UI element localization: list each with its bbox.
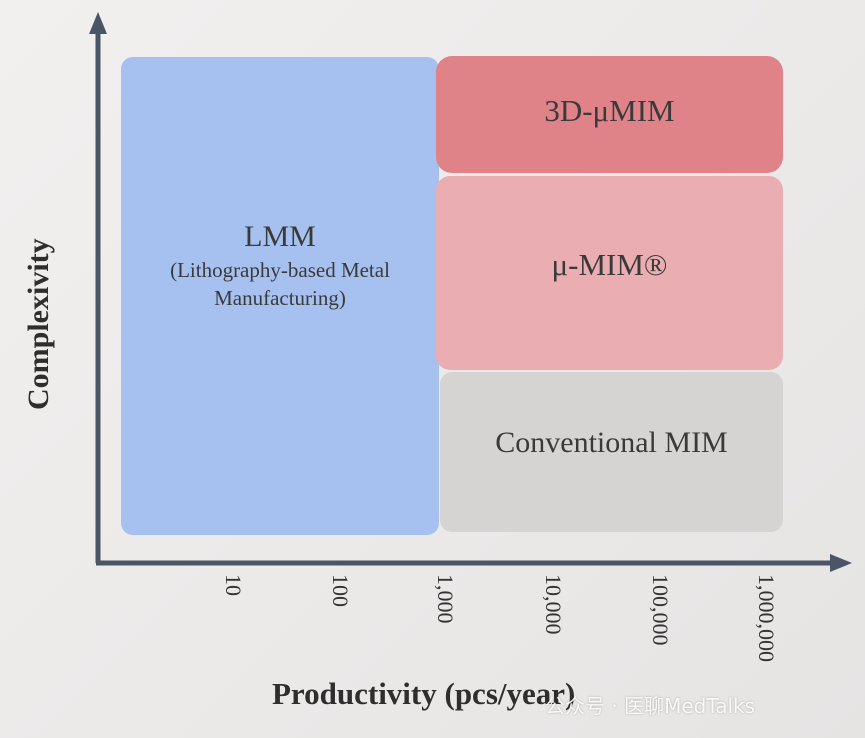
y-axis-arrow-icon xyxy=(89,12,107,34)
x-tick-label: 1,000,000 xyxy=(754,574,779,662)
lmm-title: LMM xyxy=(244,220,316,254)
watermark: 公众号 · 医聊MedTalks xyxy=(545,694,756,718)
x-tick-label: 100,000 xyxy=(648,574,673,646)
region-3d-micro-mim: 3D-μMIM xyxy=(436,56,783,173)
3d-micro-mim-title: 3D-μMIM xyxy=(544,93,675,129)
x-tick-label: 100 xyxy=(328,574,353,607)
lmm-subtitle-line1: (Lithography-based Metal xyxy=(170,258,390,283)
region-lmm: LMM (Lithography-based Metal Manufacturi… xyxy=(121,57,439,535)
lmm-label-group: LMM (Lithography-based Metal Manufacturi… xyxy=(130,220,430,312)
lmm-subtitle-line2: Manufacturing) xyxy=(214,285,346,310)
micro-mim-title: μ-MIM® xyxy=(551,246,668,282)
x-tick-label: 10,000 xyxy=(541,574,566,635)
region-conventional-mim: Conventional MIM xyxy=(440,372,783,532)
x-axis-title: Productivity (pcs/year) xyxy=(272,676,576,711)
y-axis-title: Complexivity xyxy=(22,238,55,410)
x-tick-label: 1,000 xyxy=(433,574,458,624)
region-micro-mim: μ-MIM® xyxy=(436,176,783,370)
x-axis-arrow-icon xyxy=(830,554,852,572)
x-tick-label: 10 xyxy=(221,574,246,596)
conventional-mim-title: Conventional MIM xyxy=(495,425,728,459)
